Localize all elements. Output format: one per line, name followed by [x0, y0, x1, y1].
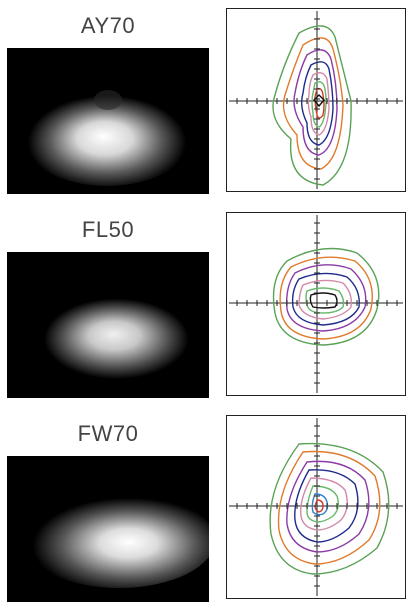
axis-ticks	[236, 18, 398, 180]
isolux-contour-diagram	[229, 11, 403, 189]
contour-plot-fw70	[226, 415, 406, 599]
beam-card-title: FL50	[81, 217, 135, 242]
light-beam-image	[7, 48, 209, 194]
contour-plot-fl50	[226, 212, 406, 396]
axis-ticks	[236, 425, 398, 587]
isolux-contour-diagram	[229, 418, 403, 596]
contour-plot-ay70	[226, 8, 406, 192]
beam-card-title: FW70	[77, 421, 139, 446]
beam-card-ay70: AY70	[7, 4, 209, 194]
light-beam-image	[7, 456, 209, 602]
light-beam-image	[7, 252, 209, 398]
beam-card-title: AY70	[80, 13, 136, 38]
axis-ticks	[236, 222, 398, 384]
beam-card-fw70: FW70	[7, 412, 209, 602]
isolux-contour-diagram	[229, 215, 403, 393]
beam-card-fl50: FL50	[7, 208, 209, 398]
